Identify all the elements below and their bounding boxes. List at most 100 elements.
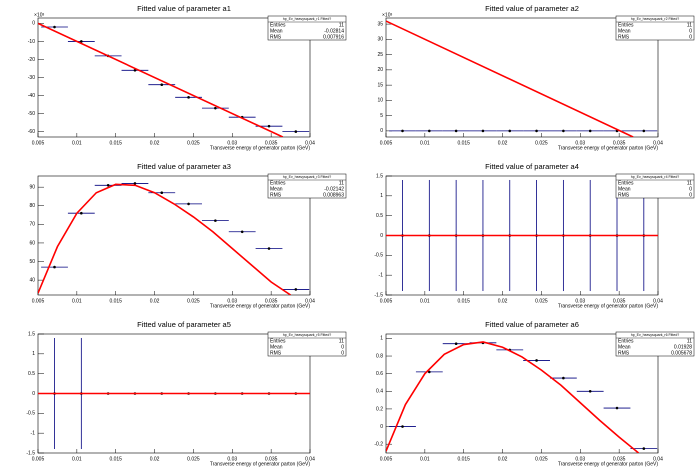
panel: Fitted value of parameter a6 0.005 0.01 0.0… — [374, 320, 695, 467]
x-tick-label: 0.005 — [32, 140, 45, 146]
stats-box — [615, 173, 695, 199]
chart-title: Fitted value of parameter a4 — [485, 162, 579, 171]
y-tick-label: -10 — [28, 39, 35, 45]
data-point — [187, 96, 190, 99]
x-tick-label: 0.04 — [305, 140, 315, 146]
stats-value: 11 — [687, 338, 692, 344]
data-point — [80, 40, 83, 43]
y-tick-label: 0.6 — [376, 371, 383, 377]
data-point — [160, 83, 164, 87]
x-tick-label: 0.005 — [32, 298, 45, 304]
y-tick-label: 10 — [377, 98, 383, 104]
x-axis-label: Transverse energy of generator parton (G… — [558, 303, 658, 309]
stats-value: 11 — [339, 180, 344, 186]
data-point — [133, 182, 137, 185]
panel: Fitted value of parameter a4 0.005 0.01 0.0… — [374, 162, 695, 309]
plot-area — [386, 20, 658, 137]
y-tick-label: 90 — [29, 184, 35, 190]
y-tick-label: 40 — [29, 277, 35, 283]
x-tick-label: 0.03 — [227, 298, 237, 304]
plot-frame — [385, 333, 659, 454]
x-axis-label: Transverse energy of generator parton (G… — [558, 461, 658, 467]
x-tick-label: 0.015 — [109, 456, 122, 462]
fit-curve — [38, 183, 292, 295]
x-tick-label: 0.01 — [72, 456, 82, 462]
data-point — [401, 425, 404, 428]
x-tick-label: 0.02 — [498, 456, 508, 462]
stats-label: RMS — [270, 34, 282, 40]
plot-frame — [385, 17, 659, 138]
x-tick-label: 0.03 — [575, 298, 585, 304]
y-tick-label: 5 — [380, 113, 383, 119]
y-tick-label: -40 — [28, 93, 35, 99]
stats-name: hp_Ev_heavysquark_r1 Fitted? — [283, 17, 331, 21]
x-tick-label: 0.02 — [150, 456, 160, 462]
x-tick-label: 0.035 — [265, 298, 278, 304]
stats-label: Mean — [270, 186, 283, 192]
data-point — [428, 370, 431, 374]
stats-value: 0 — [689, 186, 692, 192]
x-tick-label: 0.02 — [498, 140, 508, 146]
stats-box — [615, 15, 695, 41]
x-axis-label: Transverse energy of generator parton (G… — [210, 303, 310, 309]
x-tick-label: 0.01 — [72, 298, 82, 304]
x-tick-label: 0.03 — [575, 456, 585, 462]
x-tick-label: 0.035 — [613, 298, 626, 304]
stats-label: Mean — [618, 28, 631, 34]
stats-value: 0 — [689, 28, 692, 34]
data-point — [80, 211, 83, 215]
x-tick-label: 0.035 — [613, 456, 626, 462]
data-point — [588, 129, 592, 133]
stats-label: RMS — [618, 34, 630, 40]
stats-box — [267, 173, 347, 199]
data-point — [294, 288, 298, 291]
stats-value: 0 — [689, 192, 692, 198]
y-tick-label: 1.5 — [376, 173, 383, 179]
y-tick-label: 0 — [380, 424, 383, 430]
stats-label: Entries — [270, 180, 286, 186]
stats-label: Mean — [618, 186, 631, 192]
stats-value: 0 — [689, 34, 692, 40]
x-tick-label: 0.015 — [109, 140, 122, 146]
y-tick-label: 1 — [380, 193, 383, 199]
y-tick-label: 1 — [32, 351, 35, 357]
panel: Fitted value of parameter a3 0.005 0.01 0.0… — [29, 162, 347, 309]
stats-value: 0.008963 — [323, 192, 344, 198]
y-tick-label: -0.2 — [374, 442, 383, 448]
y-tick-label: -50 — [28, 111, 35, 117]
data-point — [187, 202, 190, 206]
stats-value: 11 — [687, 180, 692, 186]
stats-value: 0.005678 — [671, 350, 692, 356]
y-tick-label: -1.5 — [26, 450, 35, 456]
x-tick-label: 0.01 — [420, 298, 430, 304]
stats-label: Entries — [618, 180, 634, 186]
stats-box — [615, 331, 695, 357]
x-tick-label: 0.03 — [227, 140, 237, 146]
x-tick-label: 0.02 — [150, 140, 160, 146]
x-tick-label: 0.02 — [498, 298, 508, 304]
x-tick-label: 0.035 — [265, 140, 278, 146]
y-tick-label: -1 — [379, 272, 384, 278]
data-point — [642, 129, 646, 133]
y-tick-label: -1 — [31, 430, 36, 436]
y-tick-label: -60 — [28, 129, 35, 135]
plot-area — [386, 179, 658, 292]
panel: Fitted value of parameter a2 0.005 0.01 0.0… — [377, 4, 695, 151]
x-tick-label: 0.015 — [457, 140, 470, 146]
x-tick-label: 0.005 — [380, 140, 393, 146]
data-point — [294, 130, 298, 133]
y-tick-label: 30 — [377, 37, 383, 43]
y-tick-label: 25 — [377, 52, 383, 58]
x-tick-label: 0.025 — [535, 140, 548, 146]
y-tick-label: -30 — [28, 75, 35, 81]
chart-title: Fitted value of parameter a6 — [485, 320, 579, 329]
data-point — [615, 406, 619, 410]
y-tick-label: 0 — [32, 391, 35, 397]
x-tick-label: 0.04 — [305, 456, 315, 462]
plot-frame — [37, 175, 311, 296]
x-tick-label: 0.035 — [265, 456, 278, 462]
data-point — [267, 124, 271, 128]
x-tick-label: 0.025 — [187, 456, 200, 462]
y-tick-label: 0.8 — [376, 353, 383, 359]
data-point — [53, 265, 56, 269]
